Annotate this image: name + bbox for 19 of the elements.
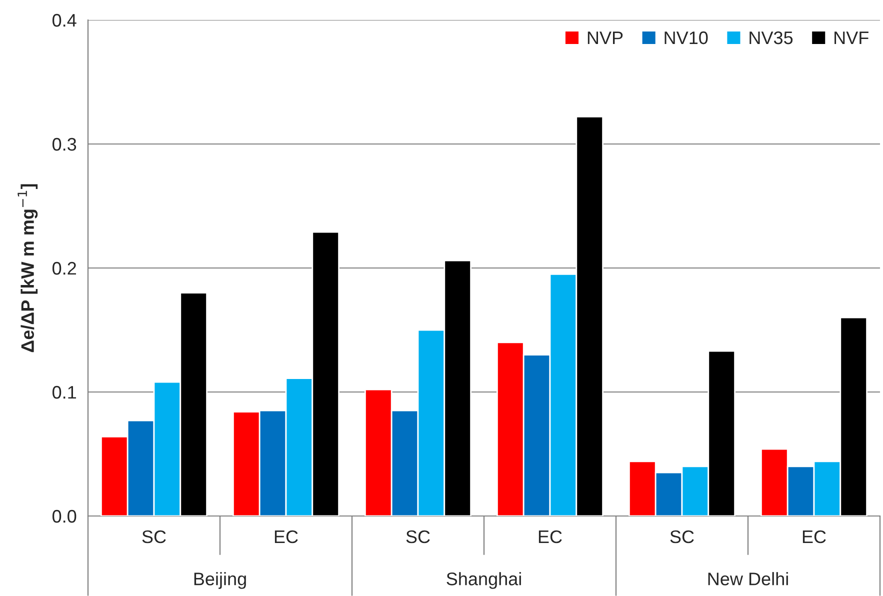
x-tick-label: SC: [670, 530, 694, 544]
text: Beijing: [194, 572, 246, 589]
y-axis-title: Δe/ΔP [kW m mg$^{−1}$]: [18, 184, 38, 352]
x-tick-label: EC: [802, 530, 826, 544]
legend-label: NV35: [750, 31, 793, 44]
text: New Delhi: [708, 572, 788, 586]
legend-label: NVP: [588, 32, 623, 44]
y-tick-label: 0.0: [52, 510, 76, 523]
legend-label: NVF: [834, 32, 868, 44]
x-tick-label: EC: [538, 530, 562, 544]
x-tick-label: SC: [406, 530, 430, 544]
y-tick-label: 0.2: [52, 262, 76, 275]
x-tick-label: SC: [142, 530, 166, 544]
text: Shanghai: [446, 572, 521, 589]
y-tick-label: 0.3: [52, 138, 76, 151]
y-tick-label: 0.1: [52, 386, 76, 399]
legend-label: NV10: [664, 31, 708, 44]
y-tick-label: 0.4: [52, 14, 76, 27]
x-tick-label: EC: [274, 530, 298, 544]
